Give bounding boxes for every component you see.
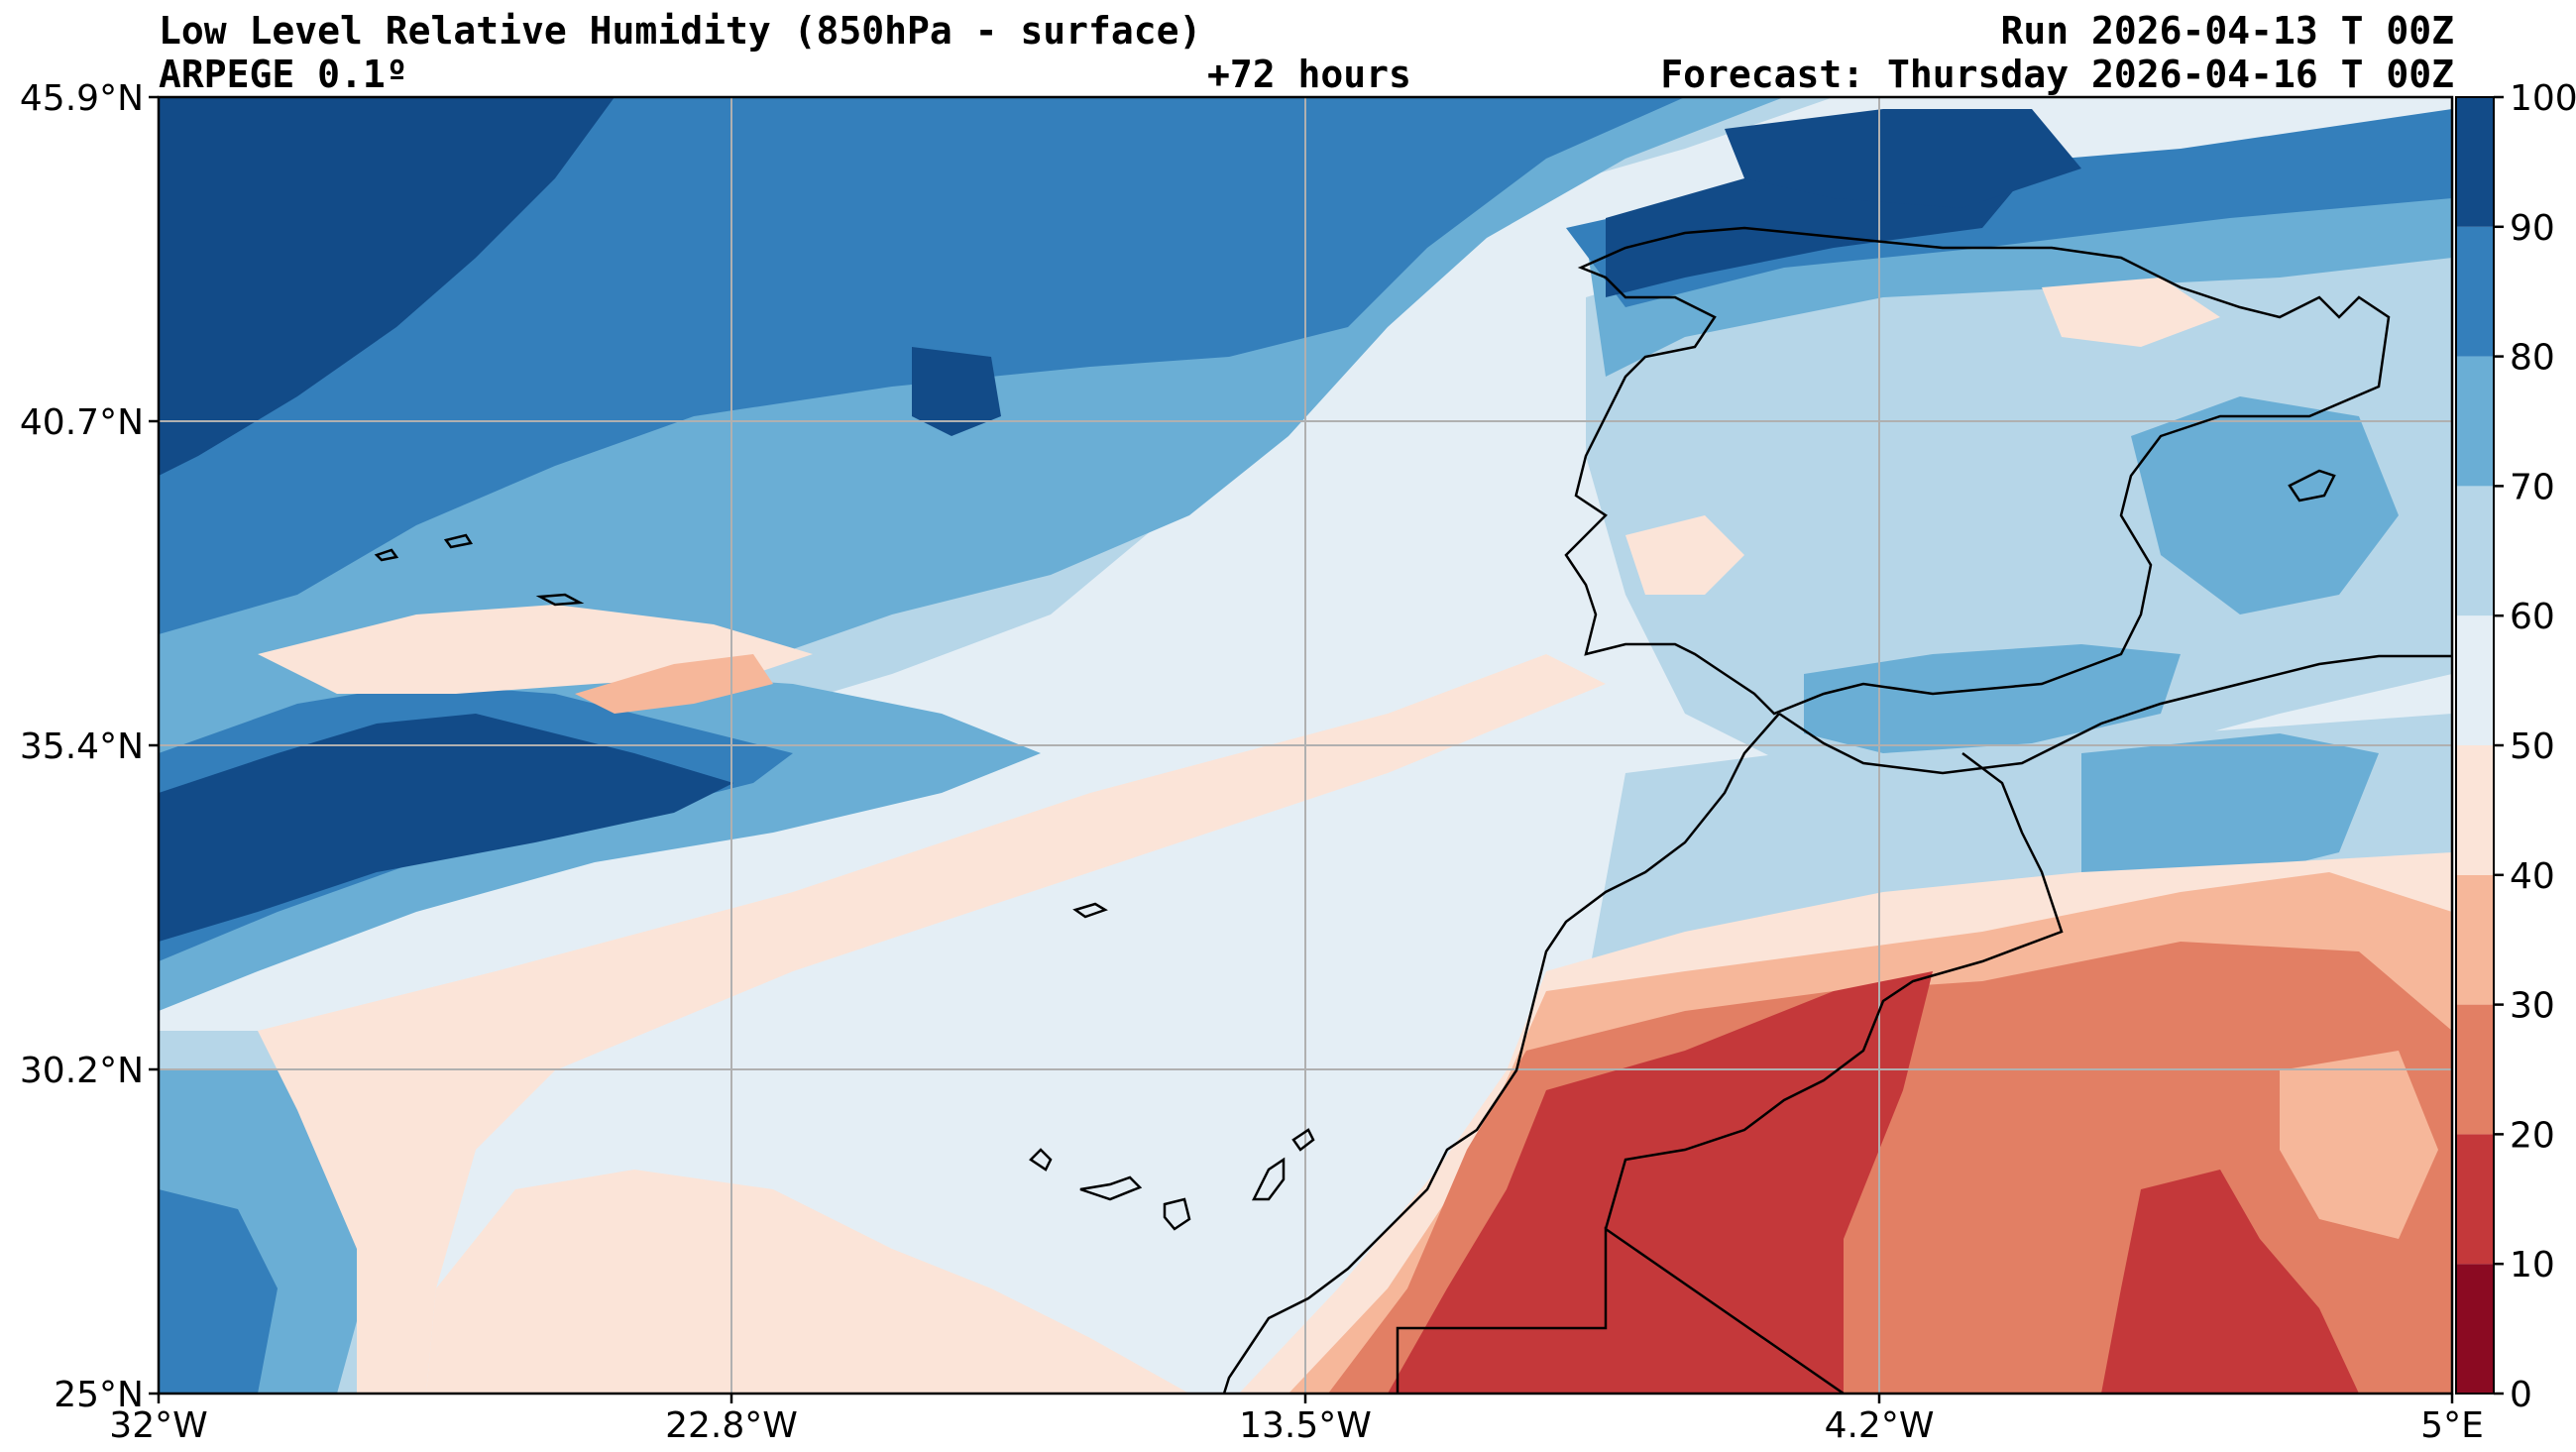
rh-band-30-40-tongue-patch [575,654,773,714]
lon-label: 32°W [109,1405,207,1446]
colorbar-level [2456,356,2494,487]
colorbar-level [2456,874,2494,1005]
rh-band-30-40-sahara-e [2280,1051,2438,1239]
rh-band-70-80-iberia-e [2131,396,2399,614]
rh-band-40-50-iberia-patch [1625,515,1744,595]
colorbar-level [2456,1264,2494,1394]
rh-band-80-90-iberia-n [1566,109,2452,307]
coast-madeira [1072,902,1108,919]
rh-band-40-50-south [426,1170,1189,1394]
coast-iberia [1564,226,2391,716]
colorbar-tick-label: 0 [2510,1375,2532,1415]
colorbar-tick-label: 70 [2510,467,2555,507]
colorbar-level [2456,226,2494,357]
run-label: Run 2026-04-13 T 00Z [2000,9,2454,53]
colorbar-level [2456,486,2494,616]
colorbar: 0 10 20 30 40 50 60 70 80 90 100 [2455,78,2576,1415]
coast-canary-3 [1163,1197,1191,1231]
colorbar-tick-label: 50 [2510,726,2555,767]
coast-africa [1222,654,2452,1394]
gridlines [159,97,2452,1394]
lon-label: 13.5°W [1239,1405,1372,1446]
colorbar-tick-label: 60 [2510,597,2555,637]
rh-band-70-80-n-africa [2081,733,2379,892]
coast-azores-2 [443,533,474,549]
lat-label: 40.7°N [20,402,144,443]
coastlines [374,226,2452,1394]
coast-azores-3 [535,593,585,607]
rh-band-90-100-nw [159,97,615,476]
colorbar-tick-label: 90 [2510,208,2555,249]
rh-band-90-100-biscay [1725,109,2081,208]
colorbar-tick-label: 20 [2510,1115,2555,1156]
colorbar-level [2456,1134,2494,1265]
map-title: Low Level Relative Humidity (850hPa - su… [159,9,1202,53]
lon-ticks [157,1394,2454,1403]
coast-balearics [2288,469,2336,503]
border-western-sahara [1396,1226,1845,1394]
coast-azores-1 [374,548,399,562]
colorbar-tick-label: 10 [2510,1245,2555,1285]
rh-band-10-20-sahara-e [2101,1170,2359,1394]
lat-label: 35.4°N [20,726,144,767]
rh-band-90-100-center [912,347,1001,436]
lon-label: 22.8°W [665,1405,798,1446]
rh-band-40-50-diagonal [258,654,1606,1394]
rh-band-60-70-iberia [1586,198,2452,773]
coast-canary-2 [1079,1175,1143,1201]
rh-band-40-50-ne-patch [2042,278,2220,347]
colorbar-tick-label: 40 [2510,856,2555,897]
colorbar-level [2456,97,2494,227]
rh-band-70-80-med [1804,644,2181,753]
rh-band-80-90-sw [159,1189,278,1394]
colorbar-tick-label: 30 [2510,986,2555,1027]
coast-canary-4 [1251,1157,1286,1201]
forecast-label: Forecast: Thursday 2026-04-16 T 00Z [1660,53,2454,96]
lead-time-label: +72 hours [1207,53,1411,96]
lat-label: 30.2°N [20,1051,144,1091]
colorbar-level [2456,1004,2494,1135]
lat-ticks [149,95,159,1396]
colorbar-tick-label: 80 [2510,338,2555,379]
lon-label: 5°E [2420,1405,2484,1446]
colorbar-tick-label: 100 [2510,78,2576,119]
lat-label: 25°N [54,1375,144,1415]
rh-band-90-100-tongue [159,714,733,942]
border-morocco-algeria [1604,752,2064,1230]
lat-label: 45.9°N [20,78,144,119]
colorbar-level [2456,615,2494,745]
rh-band-10-20-sahara-w [1388,971,1933,1394]
coast-canary-1 [1029,1148,1053,1172]
coast-canary-5 [1291,1128,1315,1152]
model-label: ARPEGE 0.1º [159,53,408,96]
colorbar-level [2456,745,2494,875]
lon-label: 4.2°W [1825,1405,1935,1446]
